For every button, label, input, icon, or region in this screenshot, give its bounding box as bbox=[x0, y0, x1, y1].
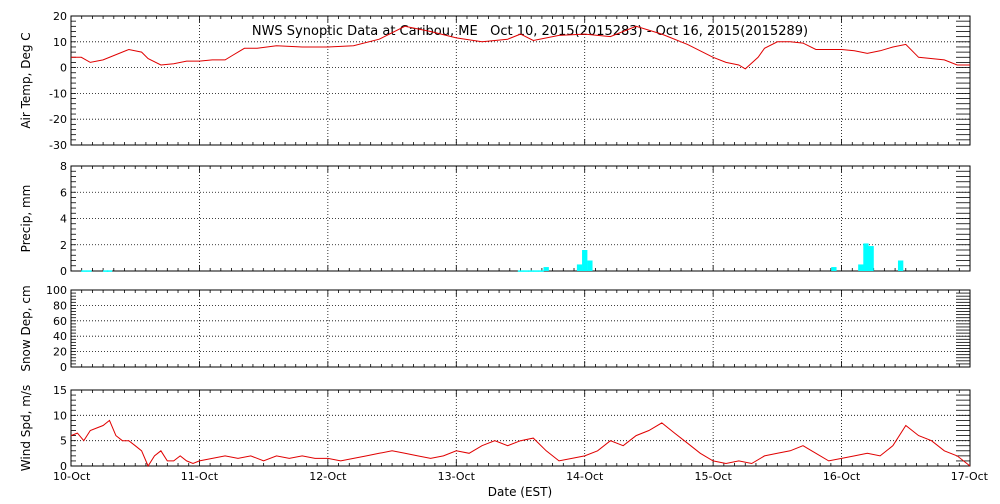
air-temp-ytick-label: -20 bbox=[49, 113, 67, 126]
precip-bar bbox=[582, 250, 588, 271]
snow-depth-ytick-label: 20 bbox=[53, 346, 67, 359]
precip-bar bbox=[538, 270, 544, 272]
precip-bar bbox=[517, 270, 524, 272]
air-temp-ytick-label: 20 bbox=[53, 10, 67, 23]
precip-bar bbox=[858, 264, 864, 271]
precip-bar bbox=[528, 270, 534, 272]
snow-depth-ytick-label: 100 bbox=[46, 284, 67, 297]
precip-bar bbox=[587, 260, 593, 271]
snow-depth-ytick-label: 80 bbox=[53, 299, 67, 312]
x-tick-label: 10-Oct bbox=[53, 470, 91, 483]
precip-bar bbox=[81, 270, 87, 272]
x-tick-label: 11-Oct bbox=[181, 470, 219, 483]
precip-bar bbox=[102, 270, 109, 272]
precip-bar bbox=[533, 270, 539, 272]
wind-speed-ytick-label: 5 bbox=[60, 435, 67, 448]
precip-bar bbox=[106, 270, 113, 272]
x-axis-label: Date (EST) bbox=[488, 485, 552, 499]
wind-speed-series-line bbox=[70, 419, 971, 468]
wind-speed-ytick-label: 0 bbox=[60, 460, 67, 473]
precip-ytick-label: 2 bbox=[60, 239, 67, 252]
precip-ytick-label: 6 bbox=[60, 186, 67, 199]
snow-depth-frame bbox=[70, 289, 971, 368]
snow-depth-ytick-label: 40 bbox=[53, 330, 67, 343]
precip-bar bbox=[522, 270, 529, 272]
precip-bar bbox=[86, 270, 92, 272]
wind-speed-ytick-label: 10 bbox=[53, 409, 67, 422]
precip-frame bbox=[70, 165, 971, 272]
wind-speed-frame bbox=[70, 389, 971, 467]
precip-ytick-label: 4 bbox=[60, 213, 67, 226]
snow-depth-ylabel: Snow Dep, cm bbox=[19, 285, 33, 371]
precip-ylabel: Precip, mm bbox=[19, 185, 33, 253]
precip-bar bbox=[868, 246, 874, 271]
precip-bar bbox=[543, 267, 549, 271]
precip-ytick-label: 8 bbox=[60, 160, 67, 173]
air-temp-ytick-label: 10 bbox=[53, 36, 67, 49]
x-tick-label: 13-Oct bbox=[438, 470, 476, 483]
x-tick-label: 14-Oct bbox=[566, 470, 604, 483]
air-temp-series-line bbox=[71, 25, 970, 70]
x-tick-label: 15-Oct bbox=[694, 470, 732, 483]
snow-depth-ytick-label: 0 bbox=[60, 361, 67, 374]
chart-title: NWS Synoptic Data at Caribou, ME Oct 10,… bbox=[252, 24, 808, 39]
precip-bar bbox=[897, 260, 904, 271]
x-tick-label: 16-Oct bbox=[823, 470, 861, 483]
precip-bar bbox=[576, 264, 583, 271]
snow-depth-ytick-label: 60 bbox=[53, 315, 67, 328]
precip-bar bbox=[831, 267, 837, 271]
wind-speed-ytick-label: 15 bbox=[53, 384, 67, 397]
wind-speed-ylabel: Wind Spd, m/s bbox=[19, 385, 33, 471]
air-temp-ytick-label: -10 bbox=[49, 87, 67, 100]
x-tick-label: 17-Oct bbox=[951, 470, 989, 483]
x-tick-label: 12-Oct bbox=[309, 470, 347, 483]
air-temp-ylabel: Air Temp, Deg C bbox=[19, 32, 33, 128]
precip-bar bbox=[863, 243, 869, 271]
precip-ytick-label: 0 bbox=[60, 265, 67, 278]
air-temp-ytick-label: 0 bbox=[60, 62, 67, 75]
air-temp-ytick-label: -30 bbox=[49, 139, 67, 152]
